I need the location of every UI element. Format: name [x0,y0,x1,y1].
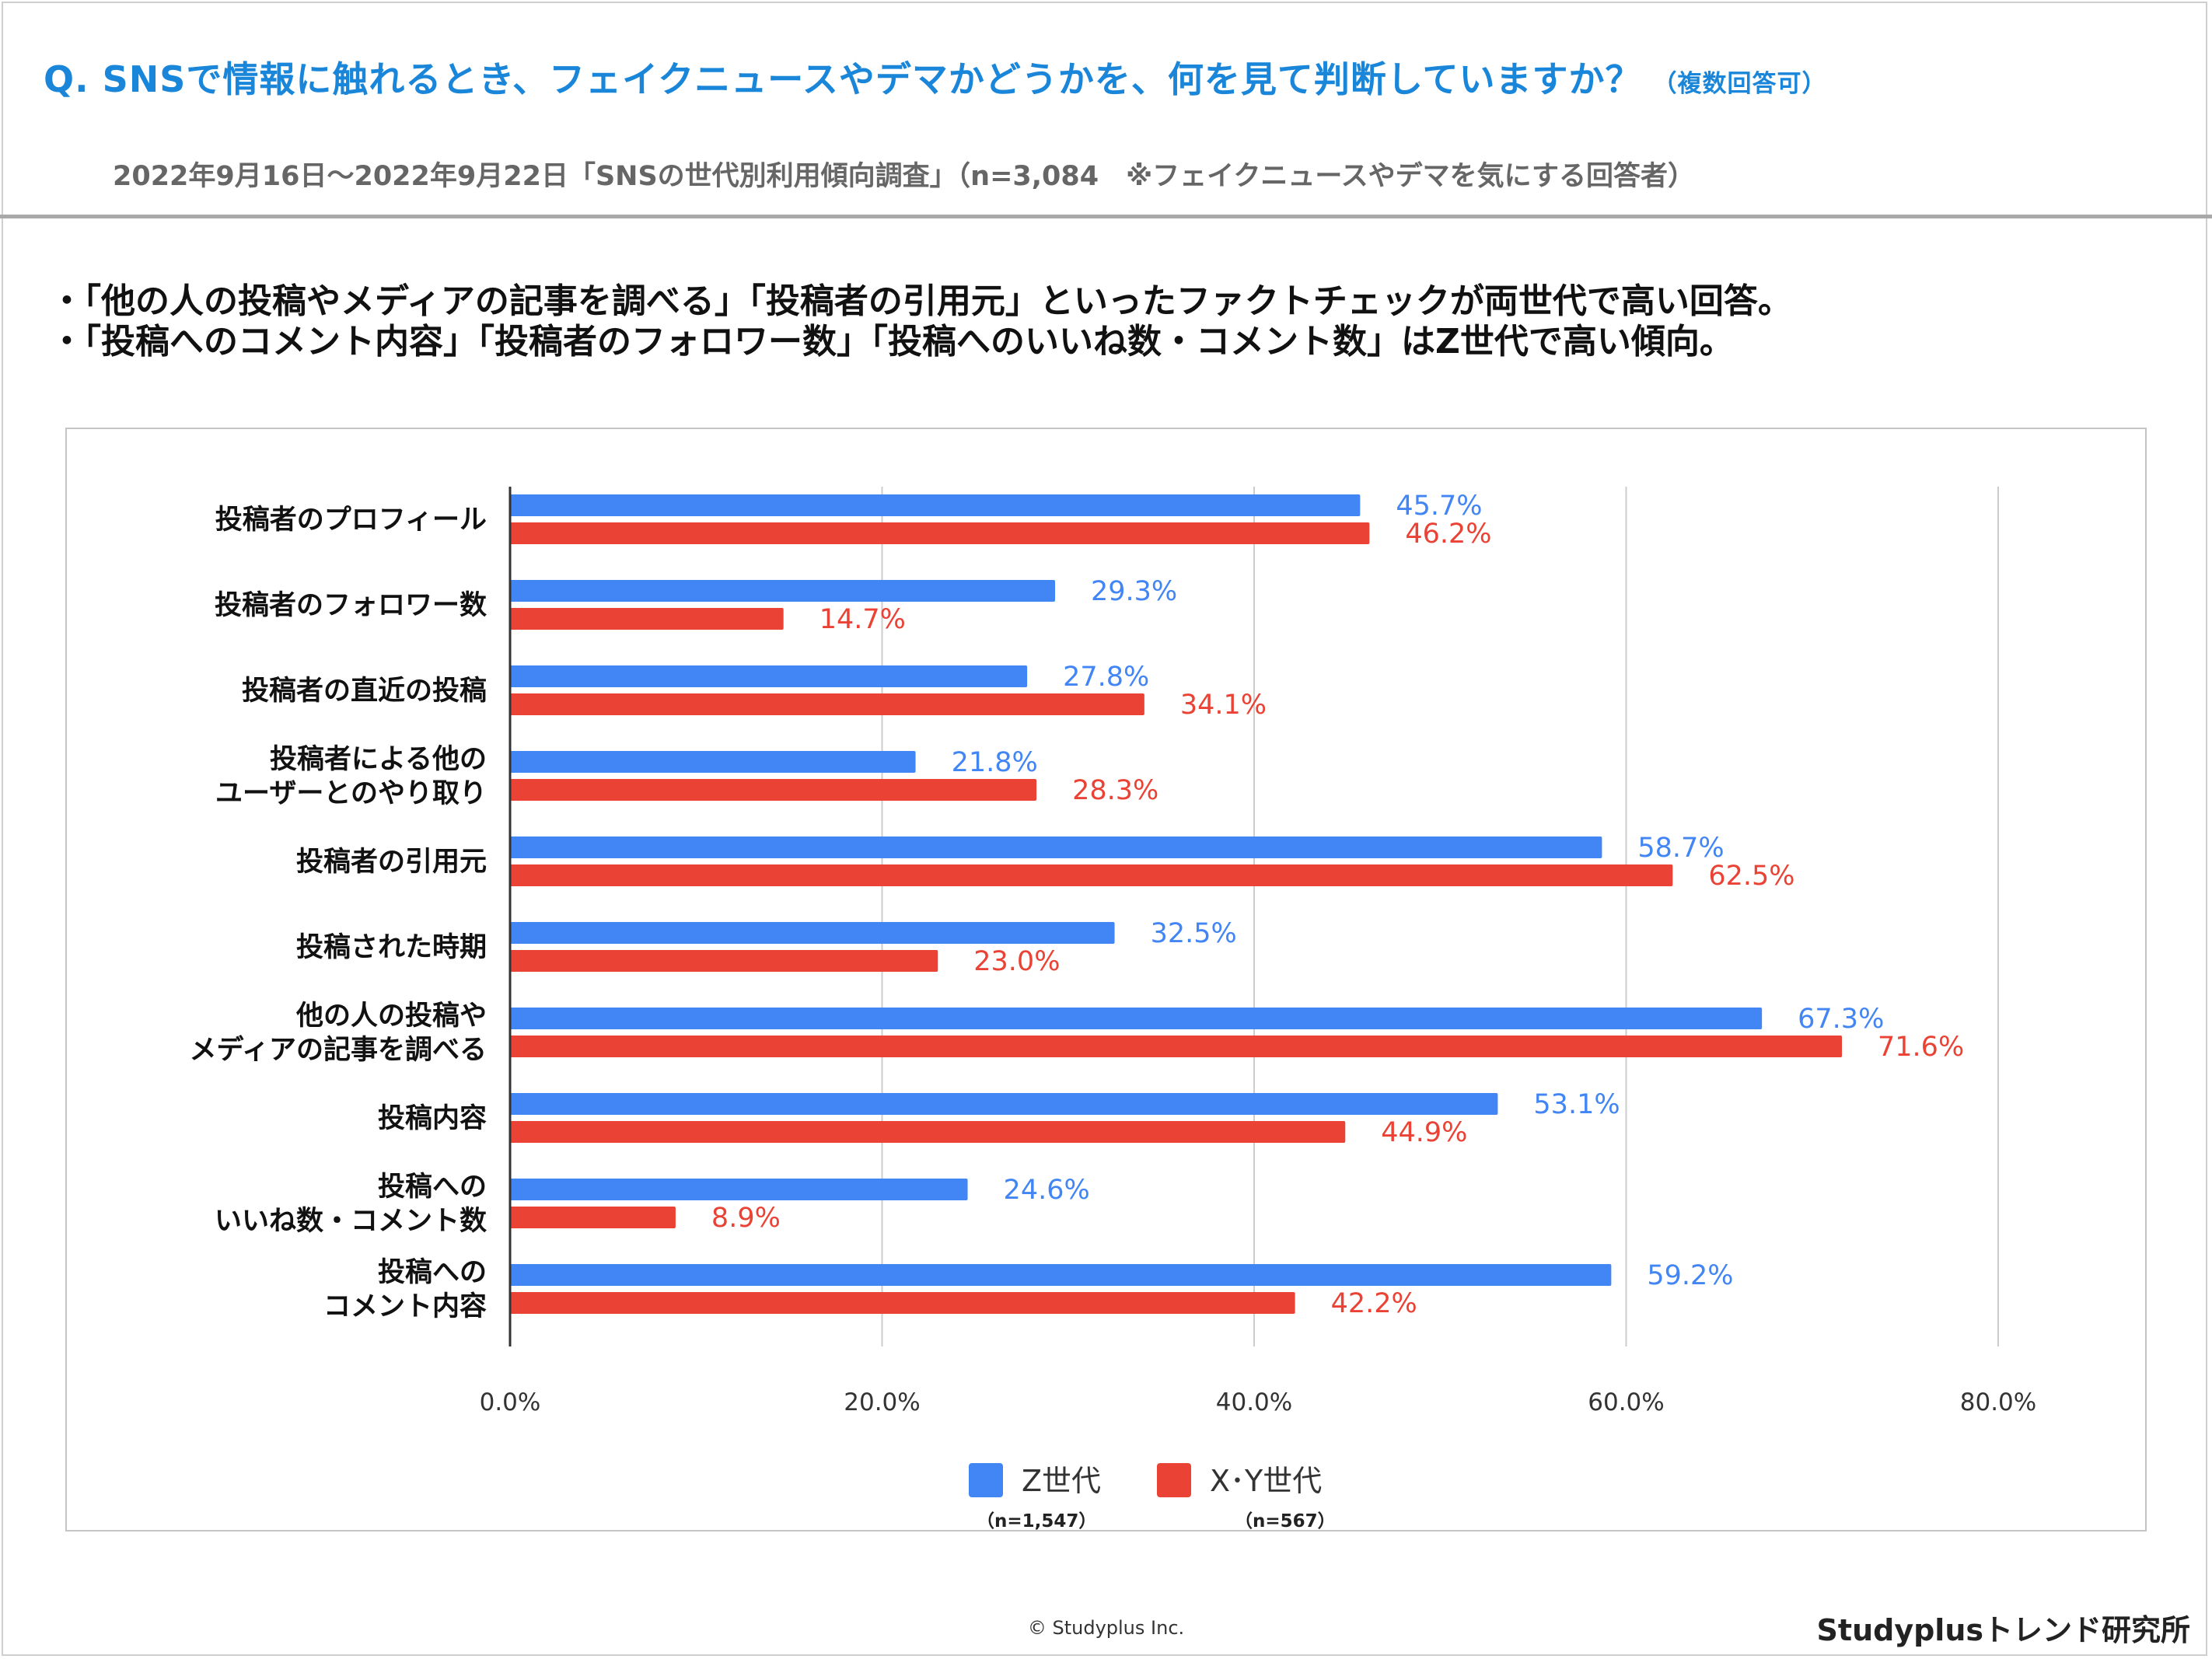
category-label: コメント内容 [323,1291,487,1322]
bar-z [510,665,1028,687]
bar-value-label: 42.2% [1331,1288,1417,1319]
legend-sample-size: （n=1,547） [977,1511,1096,1530]
bar-chart: 0.0% 20.0% 40.0% 60.0% 80.0% 45.7%46.2% 投稿者のプロ… [189,487,2036,1530]
footer-copyright: © Studyplus Inc. [1027,1617,1185,1639]
category-label: 他の人の投稿や [295,1001,487,1032]
category-label: ユーザーとのやり取り [215,778,487,809]
bar-xy [510,1292,1295,1314]
bar-z [510,751,916,773]
brand-logo: Studyplusトレンド研究所 [1816,1613,2190,1647]
bar-value-label: 27.8% [1063,662,1149,693]
category-label: 投稿者による他の [270,744,487,775]
x-tick-label: 80.0% [1960,1388,2036,1416]
x-tick-label: 40.0% [1216,1388,1292,1416]
bar-value-label: 24.6% [1004,1175,1090,1206]
bar-z [510,580,1056,602]
bar-value-label: 67.3% [1798,1004,1884,1035]
x-tick-label: 0.0% [480,1388,541,1416]
title-text: Q. SNSで情報に触れるとき、フェイクニュースやデマかどうかを、何を見て判断し… [44,58,1642,100]
x-tick-label: 60.0% [1588,1388,1664,1416]
bar-xy [510,1121,1346,1143]
bar-z [510,836,1602,858]
bar-value-label: 21.8% [952,747,1038,778]
category-label: 投稿者の引用元 [296,847,487,878]
bar-z [510,1093,1498,1115]
bar-value-label: 34.1% [1180,690,1267,721]
category-label: 投稿への [378,1172,487,1203]
category-label: 投稿者の直近の投稿 [242,676,487,707]
bar-value-label: 46.2% [1405,519,1491,550]
bar-xy [510,1207,676,1228]
legend-sample-size: （n=567） [1235,1511,1336,1530]
legend-swatch [969,1463,1003,1497]
bar-value-label: 29.3% [1091,576,1177,607]
bar-value-label: 62.5% [1708,861,1794,892]
page-title: Q. SNSで情報に触れるとき、フェイクニュースやデマかどうかを、何を見て判断し… [44,51,1827,103]
category-label: 投稿者のフォロワー数 [215,590,487,621]
bar-z [510,1179,968,1200]
survey-subtitle: 2022年9月16日～2022年9月22日「SNSの世代別利用傾向調査」（n=3… [113,161,1696,192]
bar-z [510,922,1115,944]
summary-bullets: ・「他の人の投稿やメディアの記事を調べる」「投稿者の引用元」といったファクトチェ… [50,281,1792,362]
bar-xy [510,779,1037,801]
chart-container: 0.0% 20.0% 40.0% 60.0% 80.0% 45.7% 46.2% 投稿者のプロ… [65,428,2147,1532]
bar-value-label: 32.5% [1151,918,1237,949]
bar-z [510,494,1361,516]
bar-xy [510,693,1144,715]
bar-z [510,1264,1612,1286]
bar-value-label: 44.9% [1381,1117,1467,1148]
category-label: メディアの記事を調べる [189,1034,487,1066]
header-divider [0,215,2212,218]
bar-value-label: 23.0% [973,946,1060,977]
bar-value-label: 59.2% [1647,1260,1733,1291]
category-label: 投稿への [378,1257,487,1288]
bar-xy [510,608,784,630]
bar-value-label: 58.7% [1637,833,1724,864]
legend-swatch [1157,1463,1191,1497]
summary-bullet: ・「投稿へのコメント内容」「投稿者のフォロワー数」「投稿へのいいね数・コメント数… [50,322,1734,361]
bar-value-label: 14.7% [819,604,906,635]
bar-xy [510,1036,1843,1057]
bar-xy [510,522,1370,544]
bar-value-label: 53.1% [1533,1089,1620,1120]
bar-value-label: 8.9% [711,1203,781,1234]
bar-xy [510,864,1673,886]
bar-value-label: 71.6% [1878,1032,1964,1063]
title-note: （複数回答可） [1652,70,1827,98]
category-label: いいね数・コメント数 [215,1206,487,1237]
category-label: 投稿者のプロフィール [215,505,487,536]
legend-label: Z世代 [1022,1464,1101,1498]
bar-value-label: 28.3% [1072,775,1158,806]
bar-value-label: 45.7% [1396,491,1482,522]
summary-bullet: ・「他の人の投稿やメディアの記事を調べる」「投稿者の引用元」といったファクトチェ… [50,281,1792,321]
bar-xy [510,950,938,972]
legend-label: X･Y世代 [1210,1464,1322,1498]
x-tick-label: 20.0% [844,1388,920,1416]
category-label: 投稿された時期 [296,932,487,963]
category-label: 投稿内容 [378,1103,487,1134]
bar-z [510,1008,1763,1029]
